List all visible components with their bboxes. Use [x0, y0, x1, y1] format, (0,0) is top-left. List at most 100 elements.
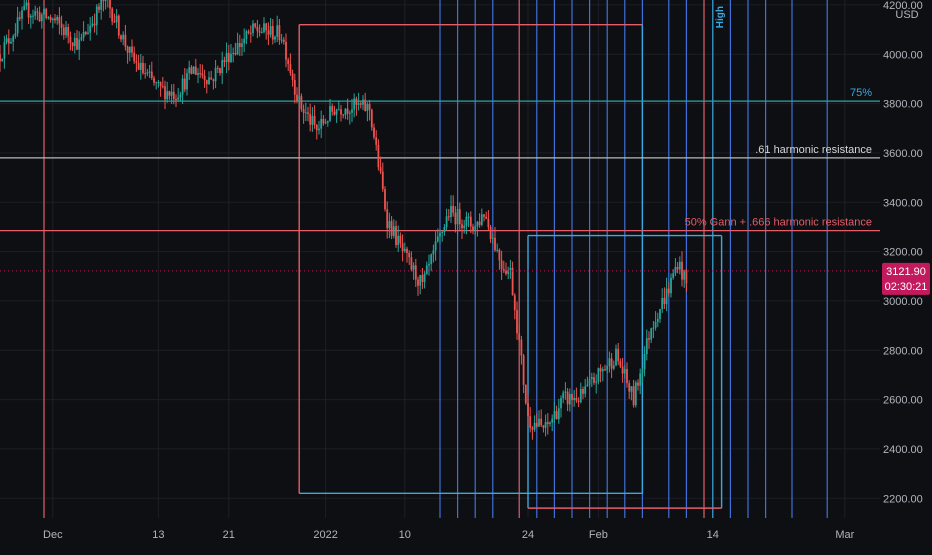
- candle-body: [531, 427, 534, 430]
- candle-body: [291, 73, 294, 80]
- candle-body: [148, 71, 151, 73]
- time-tick-label: Mar: [835, 529, 854, 541]
- candle-body: [322, 118, 325, 124]
- candle-body: [599, 368, 602, 372]
- candle-body: [439, 232, 441, 237]
- candle-body: [5, 38, 8, 43]
- candle-body: [340, 109, 342, 115]
- candle-body: [175, 99, 177, 101]
- candle-body: [432, 250, 435, 255]
- candle-body: [216, 67, 219, 69]
- candle-body: [434, 241, 437, 251]
- candle-body: [190, 67, 193, 74]
- candle-body: [282, 39, 285, 42]
- candle-body: [56, 17, 59, 21]
- candle-body: [441, 232, 444, 234]
- candle-body: [243, 38, 246, 44]
- candle-body: [265, 23, 268, 31]
- price-tick-label: 3400.00: [883, 197, 923, 209]
- candle-body: [540, 418, 543, 426]
- candle-body: [568, 393, 571, 405]
- candle-body: [131, 46, 133, 53]
- candle-body: [89, 25, 92, 33]
- candle-body: [298, 96, 301, 101]
- candle-body: [51, 18, 54, 21]
- candle-body: [161, 86, 164, 88]
- candle-body: [337, 109, 340, 111]
- candle-body: [208, 77, 210, 84]
- candle-body: [348, 112, 351, 114]
- candle-body: [60, 23, 63, 28]
- candle-body: [210, 77, 213, 80]
- candle-body: [595, 381, 598, 383]
- candle-body: [254, 23, 257, 27]
- candle-body: [236, 43, 239, 55]
- candle-body: [76, 37, 78, 50]
- candle-body: [582, 388, 584, 394]
- candle-body: [654, 322, 657, 328]
- candle-body: [478, 221, 481, 225]
- candle-body: [454, 212, 457, 225]
- candle-body: [25, 2, 28, 6]
- time-tick-label: 14: [707, 529, 719, 541]
- candle-body: [648, 338, 650, 340]
- candle-body: [368, 104, 371, 110]
- candle-body: [23, 5, 26, 11]
- candle-body: [289, 64, 292, 74]
- candle-body: [181, 78, 184, 95]
- candle-body: [267, 30, 270, 35]
- price-tick-label: 3000.00: [883, 296, 923, 308]
- candle-body: [159, 82, 162, 87]
- candle-body: [14, 33, 17, 37]
- price-axis-panel[interactable]: [880, 0, 932, 518]
- candle-body: [307, 112, 309, 114]
- candle-body: [683, 269, 686, 280]
- candle-body: [650, 328, 653, 340]
- candle-body: [219, 68, 221, 74]
- candle-body: [234, 52, 237, 55]
- candle-body: [652, 327, 655, 329]
- candle-body: [192, 66, 195, 74]
- candle-body: [1, 58, 4, 62]
- level-label: 75%: [850, 87, 872, 99]
- price-tick-label: 3800.00: [883, 99, 923, 111]
- price-tick-label: 2800.00: [883, 345, 923, 357]
- candle-body: [395, 226, 397, 246]
- candle-body: [685, 269, 688, 284]
- candle-body: [485, 216, 488, 219]
- candle-body: [641, 369, 644, 374]
- candle-body: [249, 32, 252, 34]
- candle-body: [58, 17, 61, 24]
- price-tick-label: 2600.00: [883, 395, 923, 407]
- candle-body: [245, 31, 248, 39]
- candle-body: [428, 263, 430, 266]
- candle-body: [43, 8, 45, 15]
- time-axis-panel[interactable]: [0, 518, 932, 550]
- candle-body: [480, 214, 483, 225]
- candle-body: [496, 249, 499, 251]
- candle-body: [535, 422, 538, 427]
- candle-body: [575, 397, 578, 401]
- candle-body: [65, 27, 67, 35]
- candle-body: [417, 279, 419, 286]
- candle-body: [615, 348, 617, 366]
- candle-body: [452, 205, 455, 213]
- candle-body: [456, 209, 459, 225]
- candle-body: [476, 221, 479, 227]
- candle-body: [509, 267, 512, 270]
- candle-body: [419, 274, 422, 286]
- candle-body: [672, 273, 675, 278]
- candle-body: [414, 265, 417, 280]
- candle-body: [502, 269, 505, 271]
- candle-body: [93, 23, 96, 26]
- candle-body: [285, 41, 287, 60]
- candle-body: [109, 0, 111, 9]
- candle-body: [423, 273, 426, 282]
- candle-body: [469, 216, 472, 227]
- candle-body: [608, 358, 611, 367]
- candle-body: [333, 111, 336, 115]
- candle-body: [632, 386, 635, 406]
- candle-body: [593, 377, 595, 383]
- candle-body: [139, 62, 142, 70]
